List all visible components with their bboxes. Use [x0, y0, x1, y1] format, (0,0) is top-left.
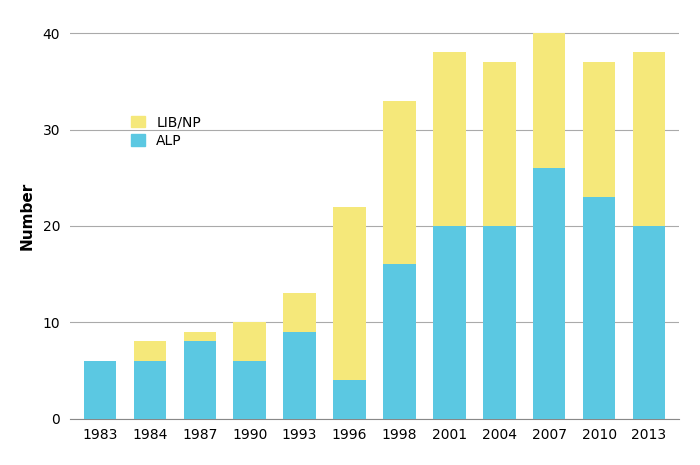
Bar	[583, 197, 615, 418]
Bar	[533, 33, 566, 168]
Bar	[633, 226, 665, 418]
Bar	[284, 293, 316, 332]
Bar	[234, 361, 266, 418]
Bar	[633, 53, 665, 226]
Bar	[183, 332, 216, 341]
Bar	[433, 226, 466, 418]
Bar	[333, 380, 366, 418]
Bar	[183, 341, 216, 418]
Bar	[234, 322, 266, 361]
Bar	[134, 361, 166, 418]
Bar	[483, 62, 515, 226]
Bar	[583, 62, 615, 197]
Bar	[433, 53, 466, 226]
Bar	[84, 361, 116, 418]
Bar	[483, 226, 515, 418]
Y-axis label: Number: Number	[20, 182, 34, 250]
Bar	[284, 332, 316, 418]
Bar	[383, 100, 416, 265]
Bar	[533, 168, 566, 418]
Legend: LIB/NP, ALP: LIB/NP, ALP	[126, 110, 206, 153]
Bar	[333, 206, 366, 380]
Bar	[383, 265, 416, 418]
Bar	[134, 341, 166, 361]
